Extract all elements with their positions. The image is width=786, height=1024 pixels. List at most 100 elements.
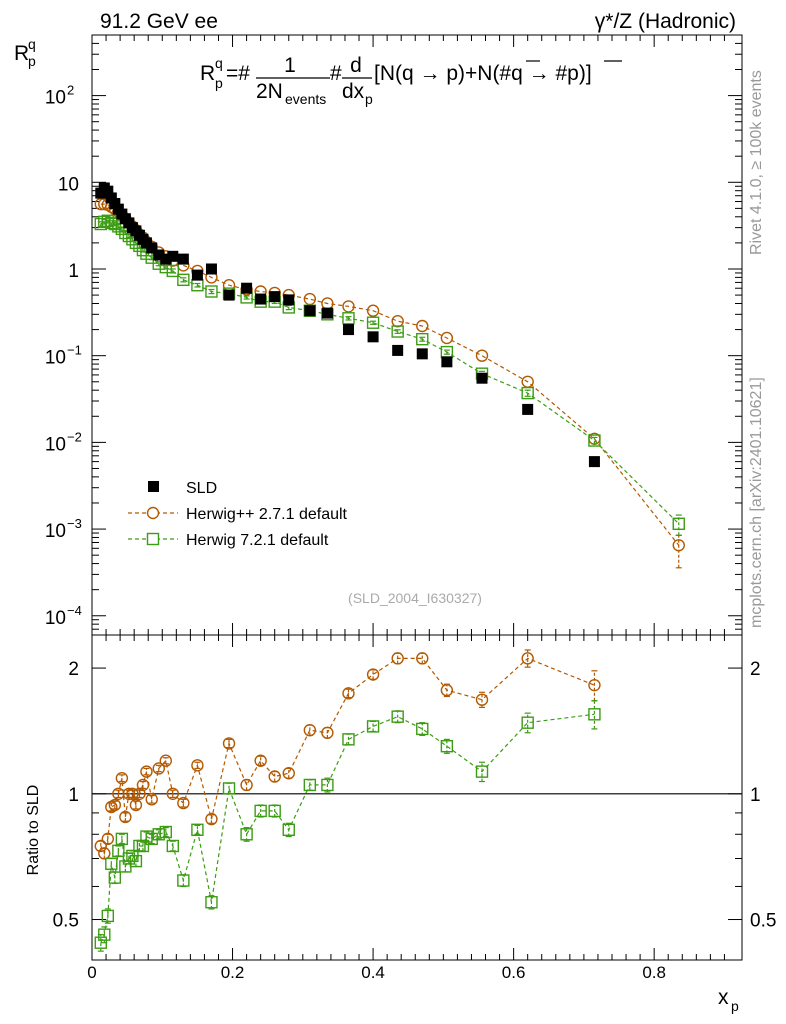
data-point-herwigpp: [475, 693, 489, 706]
data-point-herwigpp: [416, 652, 429, 665]
legend-label-herwig7: Herwig 7.2.1 default: [186, 532, 329, 549]
ratio-series: [94, 649, 601, 952]
data-point-herwigpp: [440, 684, 454, 697]
x-tick-label: 0.4: [361, 963, 385, 982]
header-right-title: γ*/Z (Hadronic): [595, 10, 736, 33]
data-point-herwigpp: [101, 832, 115, 846]
data-point-sld: [269, 291, 281, 303]
data-point-herwig7: [166, 839, 180, 853]
data-point-herwigpp: [268, 770, 281, 783]
y-tick-exponent: −3: [67, 516, 82, 531]
y-tick-label: 10: [45, 434, 66, 455]
data-point-herwigpp: [222, 737, 236, 750]
main-x-axis: [91, 35, 725, 635]
x-label-sub: p: [731, 998, 739, 1014]
data-point-herwigpp: [94, 839, 107, 853]
data-point-herwigpp: [321, 726, 334, 739]
ratio-panel: 0.5 0.5 1 1 2 2 0 0.2 0.4 0.6 0.8 Ratio to SLD x …: [25, 634, 776, 1014]
mcplots-side-label: mcplots.cern.ch [arXiv:2401.10621]: [748, 377, 765, 628]
data-point-herwigpp: [672, 539, 685, 552]
x-tick-label: 0.8: [642, 963, 666, 982]
data-point-herwig7: [152, 828, 165, 841]
legend: SLD Herwig++ 2.7.1 default Herwig 7.2.1 …: [128, 480, 348, 549]
data-point-herwigpp: [342, 300, 355, 313]
data-point-sld: [146, 242, 158, 254]
y-tick-label: 10: [45, 348, 66, 369]
formula-frac2-num: d: [350, 54, 362, 77]
data-point-herwig7: [366, 316, 380, 329]
data-point-herwig7: [342, 733, 355, 746]
data-point-herwig7: [177, 874, 190, 887]
data-point-sld: [223, 289, 235, 301]
data-point-herwig7: [521, 386, 534, 400]
data-point-herwig7: [177, 273, 190, 287]
data-point-sld: [367, 331, 379, 343]
data-point-herwig7: [268, 804, 281, 818]
data-point-sld: [255, 293, 267, 305]
legend-marker-herwig7: [146, 532, 160, 546]
data-point-herwig7: [440, 740, 454, 753]
ratio-line-herwig7: [100, 713, 595, 943]
data-point-herwigpp: [177, 796, 190, 810]
data-point-herwigpp: [166, 787, 180, 800]
ratio-y-tick-label: 1: [68, 785, 79, 806]
ratio-y-label: Ratio to SLD: [25, 785, 42, 876]
data-point-herwig7: [166, 264, 180, 278]
data-point-herwig7: [366, 720, 380, 733]
ratio-y-axis: 0.5 0.5 1 1 2 2: [53, 659, 776, 961]
data-point-herwigpp: [140, 765, 153, 778]
data-point-herwigpp: [440, 331, 454, 345]
formula-hash: #: [330, 62, 342, 85]
formula-frac1-den-sub: events: [285, 91, 326, 107]
y-tick-label: 10: [45, 521, 66, 542]
data-point-herwig7: [98, 928, 111, 941]
data-point-herwig7: [342, 312, 355, 325]
data-point-sld: [476, 372, 488, 384]
y-tick-label: 10: [45, 608, 66, 629]
data-point-herwig7: [108, 871, 122, 884]
data-point-herwig7: [105, 857, 118, 870]
x-tick-label: 0: [87, 963, 96, 982]
y-label-sup: q: [28, 36, 36, 52]
data-point-herwigpp: [136, 778, 150, 792]
data-point-herwigpp: [521, 652, 534, 665]
formula: R q p =# 1 2N events # d dx p [N(q → p)+…: [200, 54, 622, 107]
y-label-base: R: [14, 42, 29, 65]
formula-sup: q: [215, 55, 223, 71]
data-point-herwigpp: [342, 687, 355, 700]
y-tick-exponent: −2: [67, 429, 82, 444]
data-point-herwigpp: [159, 754, 172, 767]
data-point-herwigpp: [588, 678, 601, 692]
formula-frac1-num: 1: [284, 54, 296, 77]
data-point-herwig7: [303, 778, 317, 792]
ratio-x-axis: 0 0.2 0.4 0.6 0.8: [87, 635, 725, 982]
ratio-y-tick-label-right: 1: [750, 785, 761, 806]
data-point-herwigpp: [303, 723, 317, 737]
data-point-herwigpp: [416, 319, 429, 333]
formula-r: R: [200, 62, 215, 85]
data-point-sld: [416, 348, 428, 360]
data-point-herwig7: [112, 844, 125, 858]
data-point-herwigpp: [98, 847, 111, 860]
data-point-herwigpp: [145, 793, 158, 806]
data-point-herwig7: [521, 716, 534, 729]
series-line-herwig7: [100, 220, 680, 525]
data-point-herwig7: [205, 896, 218, 909]
header-left-title: 91.2 GeV ee: [100, 10, 218, 33]
ratio-y-tick-label-right: 0.5: [750, 911, 776, 932]
data-point-sld: [304, 305, 316, 317]
data-point-herwig7: [205, 285, 218, 298]
data-point-sld: [102, 185, 114, 197]
data-point-herwig7: [129, 854, 143, 868]
data-point-herwigpp: [126, 787, 139, 800]
main-y-label: R q p: [14, 36, 36, 69]
data-point-herwigpp: [119, 810, 132, 824]
legend-marker-sld: [148, 481, 159, 492]
data-point-herwig7: [101, 909, 115, 923]
ratio-y-tick-label: 0.5: [53, 911, 79, 932]
data-point-sld: [241, 282, 253, 294]
y-tick-exponent: −4: [67, 603, 82, 618]
formula-frac2-den: dx: [342, 80, 365, 103]
